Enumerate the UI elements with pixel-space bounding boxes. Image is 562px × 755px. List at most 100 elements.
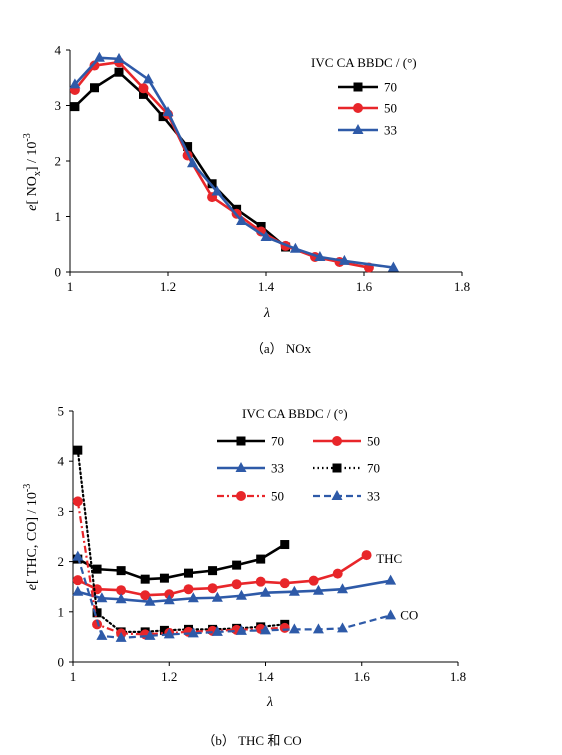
data-point	[140, 574, 150, 584]
data-point	[184, 568, 193, 578]
nox-legend-title: IVC CA BBDC / (°)	[311, 55, 417, 70]
y-tick-label: 2	[55, 154, 62, 169]
data-point	[92, 564, 102, 574]
legend-label: 33	[384, 123, 397, 138]
data-point	[162, 106, 174, 117]
series-50	[69, 57, 374, 273]
data-point	[385, 574, 397, 585]
x-tick-label: 1.2	[160, 279, 176, 294]
data-point	[211, 185, 223, 196]
thc-co-caption: （b） THC 和 CO	[202, 733, 301, 748]
legend-swatch-marker	[236, 436, 246, 446]
data-point	[208, 566, 218, 576]
data-point	[138, 83, 149, 94]
data-point	[113, 52, 125, 63]
y-tick-label: 4	[55, 43, 62, 58]
series-line	[73, 70, 287, 249]
data-point	[332, 568, 343, 579]
legend-label: 70	[271, 434, 284, 449]
legend-label: 50	[367, 434, 380, 449]
data-point	[116, 566, 126, 576]
data-point	[139, 89, 148, 99]
thc-co-legend: IVC CA BBDC / (°) 70 50 33 70 50 33	[217, 406, 380, 504]
data-point	[93, 51, 105, 62]
legend-label: 70	[367, 461, 380, 476]
data-point	[235, 624, 247, 635]
y-tick-label: 2	[58, 554, 65, 569]
x-tick-label: 1.2	[161, 669, 177, 684]
data-point	[158, 112, 168, 122]
data-point	[231, 579, 242, 590]
data-point	[72, 585, 84, 596]
x-tick-label: 1	[67, 279, 74, 294]
data-point	[288, 585, 300, 596]
data-point	[235, 589, 247, 600]
data-point	[289, 242, 301, 253]
nox-series	[69, 51, 399, 273]
series-70	[70, 67, 291, 252]
x-tick-label: 1.8	[454, 279, 470, 294]
series-33	[69, 51, 399, 272]
series-co-33	[72, 550, 397, 642]
data-point	[163, 628, 175, 639]
legend-swatch-marker	[235, 462, 247, 472]
data-point	[163, 594, 175, 605]
legend-swatch-marker	[236, 491, 246, 501]
legend-item-thc-70: 70	[217, 434, 284, 449]
data-point	[92, 608, 102, 618]
data-point	[144, 629, 156, 640]
data-point	[260, 624, 271, 635]
data-point	[90, 83, 99, 93]
data-point	[72, 496, 83, 507]
data-point	[232, 560, 242, 570]
series-line	[73, 60, 370, 269]
data-point	[140, 590, 151, 601]
data-point	[72, 575, 83, 586]
legend-swatch-marker	[331, 490, 343, 500]
legend-item-co-33: 33	[313, 489, 380, 504]
data-point	[207, 583, 218, 594]
data-point	[72, 550, 84, 561]
y-tick-label: 3	[58, 504, 65, 519]
x-tick-label: 1.4	[257, 669, 274, 684]
data-point	[387, 261, 399, 272]
nox-y-axis-title: e[ NOx] / 10-3	[22, 133, 43, 211]
data-point	[70, 102, 80, 112]
x-tick-label: 1	[70, 669, 77, 684]
data-point	[280, 540, 290, 550]
y-tick-label: 0	[55, 265, 62, 280]
thc-co-series	[72, 445, 397, 642]
data-point	[115, 593, 127, 604]
legend-label: 50	[384, 101, 397, 116]
y-tick-label: 1	[58, 604, 65, 619]
legend-label: 33	[271, 461, 284, 476]
data-point	[115, 631, 127, 642]
data-point	[361, 550, 372, 561]
series-thc-70	[73, 540, 290, 584]
series-co-70	[73, 445, 290, 637]
data-point	[260, 231, 272, 242]
data-point	[279, 578, 290, 589]
data-point	[114, 67, 124, 77]
data-point	[183, 584, 194, 595]
data-point	[279, 622, 290, 633]
data-point	[73, 445, 83, 455]
data-point	[337, 583, 348, 594]
series-thc-50	[72, 550, 372, 601]
legend-swatch-marker	[332, 436, 342, 446]
nox-x-axis-title: λ	[263, 306, 270, 321]
data-point	[312, 584, 324, 595]
data-point	[96, 592, 108, 603]
legend-item-70: 70	[338, 80, 397, 95]
data-point	[144, 595, 156, 606]
y-tick-label: 1	[55, 209, 62, 224]
y-tick-label: 3	[55, 98, 62, 113]
thc-co-x-axis-title: λ	[266, 695, 273, 710]
y-tick-label: 4	[58, 454, 65, 469]
x-tick-label: 1.6	[356, 279, 373, 294]
data-point	[89, 60, 100, 71]
data-point	[159, 573, 169, 583]
